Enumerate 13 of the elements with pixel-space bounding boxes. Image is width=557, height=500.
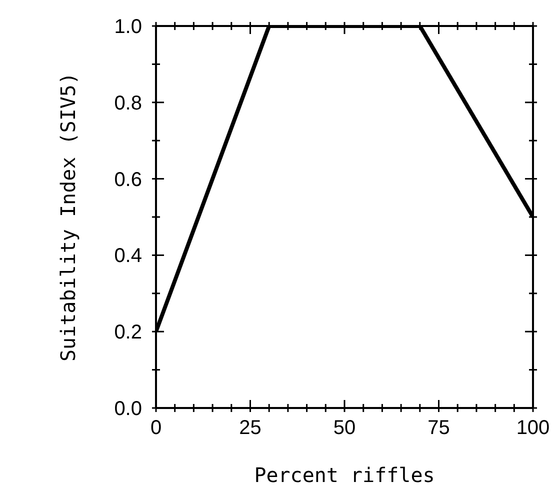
y-tick-label: 0.2	[114, 322, 142, 344]
x-tick-label: 25	[239, 417, 262, 439]
x-tick-label: 50	[333, 417, 356, 439]
x-tick-label: 0	[150, 417, 162, 439]
y-tick-label: 1.0	[114, 16, 142, 38]
x-axis-title: Percent riffles	[254, 463, 435, 488]
x-tick-label: 100	[516, 417, 550, 439]
x-tick-label: 75	[428, 417, 450, 439]
y-tick-label: 0.4	[114, 245, 142, 268]
y-tick-label: 0.0	[114, 398, 142, 420]
y-tick-label: 0.8	[114, 92, 142, 114]
y-axis-title: Suitability Index (SIV5)	[56, 72, 80, 362]
y-tick-label: 0.6	[114, 168, 142, 191]
